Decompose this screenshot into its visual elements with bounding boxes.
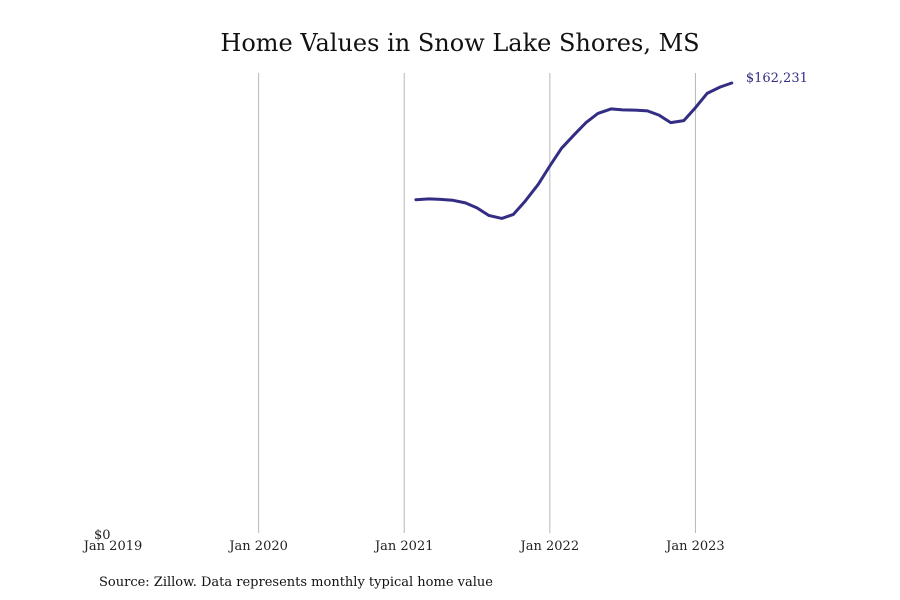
x-tick-label: Jan 2022 (519, 539, 580, 554)
latest-value-label: $162,231 (746, 71, 808, 86)
x-tick-label: Jan 2019 (82, 539, 143, 554)
gridlines (258, 73, 696, 533)
x-tick-label: Jan 2020 (227, 539, 288, 554)
y-axis-zero-label: $0 (94, 528, 111, 543)
series-line-home-value (414, 81, 734, 220)
x-tick-label: Jan 2023 (664, 539, 725, 554)
x-axis-ticks: Jan 2019 Jan 2020 Jan 2021 Jan 2022 Jan 2023 (82, 539, 725, 554)
chart-title: Home Values in Snow Lake Shores, MS (220, 29, 699, 57)
source-note: Source: Zillow. Data represents monthly … (99, 575, 493, 590)
x-tick-label: Jan 2021 (373, 539, 434, 554)
